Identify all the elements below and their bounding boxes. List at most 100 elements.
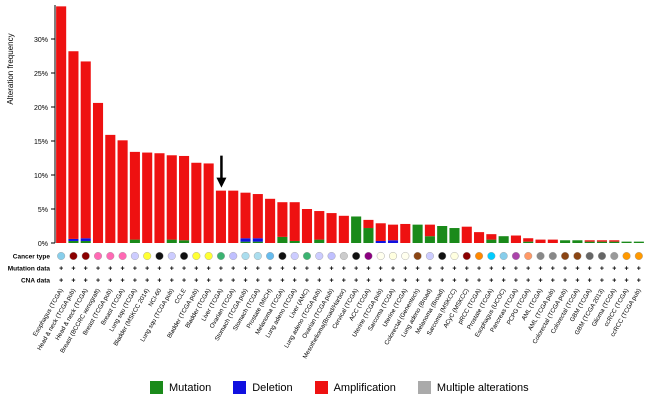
- mutation-data-marker-glioma-tcga: +: [612, 266, 616, 273]
- bar-amplification-gbm-tcga: [584, 240, 595, 242]
- bar-deletion-stomach-tcga: [252, 238, 263, 242]
- cna-data-marker-gbm-tcga-2013: +: [600, 278, 604, 285]
- mutation-data-marker-head-neck-tcga: +: [84, 266, 88, 273]
- cna-data-marker-ovarian-tcga: +: [231, 278, 235, 285]
- mutation-data-marker-ccrcc-tcga: +: [625, 266, 629, 273]
- legend-item-multiple-alterations: Multiple alterations: [417, 381, 529, 394]
- cancer-type-dot-prostate-tcga: [487, 251, 496, 260]
- cna-data-marker-pancreas-tcga: +: [514, 278, 518, 285]
- mutation-data-marker-breast-tcga: +: [121, 266, 125, 273]
- cancer-type-dot-liver-tcga: [216, 251, 225, 260]
- cancer-type-dot-colorectal-genentech: [413, 251, 422, 260]
- mutation-data-marker-bladder-tcga-pub: +: [194, 266, 198, 273]
- mutation-data-marker-prostate-tcga: +: [489, 266, 493, 273]
- bar-mutation-cervical-tcga: [351, 216, 362, 243]
- cancer-type-dot-pancreas-tcga: [511, 251, 520, 260]
- bar-amplification-aml-tcga-pub: [547, 239, 558, 243]
- cancer-type-dot-esophagus-tcga: [57, 251, 66, 260]
- bar-amplification-ccle: [179, 155, 190, 241]
- mutation-data-marker-gbm-tcga: +: [588, 266, 592, 273]
- row-label-cancer-type: Cancer type: [13, 254, 51, 261]
- bar-mutation-stomach-tcga-pub: [240, 241, 251, 243]
- bar-amplification-aml-tcga: [535, 239, 546, 243]
- cna-data-marker-melanoma-broad: +: [440, 278, 444, 285]
- cancer-type-dot-stomach-tcga-pub: [241, 251, 250, 260]
- cancer-type-dot-mesothelioma-broad-harbor: [339, 251, 348, 260]
- mutation-data-marker-lung-squ-tcga: +: [133, 266, 137, 273]
- mutation-data-marker-nci-60: +: [157, 266, 161, 273]
- cna-data-marker-uterine-tcga-pub: +: [379, 278, 383, 285]
- bar-mutation-head-neck-tcga-pub: [68, 240, 79, 243]
- bar-deletion-head-neck-tcga: [80, 238, 91, 241]
- bar-amplification-nci-60: [154, 153, 165, 243]
- cna-data-marker-ccrcc-tcga: +: [625, 278, 629, 285]
- legend: Mutation Deletion Amplification Multiple…: [150, 381, 529, 394]
- bar-amplification-lung-squ-tcga-pub: [166, 155, 177, 240]
- cna-data-marker-lung-squ-tcga: +: [133, 278, 137, 285]
- cna-data-marker-bladder-mskcc-2014: +: [145, 278, 149, 285]
- bar-amplification-ovarian-tcga: [228, 190, 239, 243]
- cancer-type-dot-ccle: [180, 251, 189, 260]
- bar-mutation-glioma-tcga: [609, 241, 620, 243]
- bar-amplification-bladder-tcga: [203, 163, 214, 243]
- bar-mutation-colorectal-genentech: [412, 224, 423, 243]
- cancer-type-dot-lung-adeno-tcga-pub: [315, 251, 324, 260]
- legend-swatch-deletion: [233, 381, 247, 394]
- cna-data-marker-breast-tcga-pub: +: [108, 278, 112, 285]
- bar-amplification-liver-amc: [301, 209, 313, 243]
- cna-data-marker-ccle: +: [182, 278, 186, 285]
- cna-data-marker-ccrcc-tcga-pub: +: [637, 278, 641, 285]
- bar-amplification-liver-tcga: [215, 190, 226, 243]
- bar-mutation-ccle: [179, 240, 190, 243]
- bar-amplification-lung-adeno-broad: [424, 224, 435, 237]
- mutation-data-marker-bladder-tcga: +: [207, 266, 211, 273]
- mutation-data-marker-breast-tcga-pub: +: [108, 266, 112, 273]
- mutation-data-marker-esophagus-tcga: +: [59, 266, 63, 273]
- cna-data-marker-lung-adeno-tcga-pub: +: [317, 278, 321, 285]
- mutation-data-marker-colorectal-tcga: +: [575, 266, 579, 273]
- legend-item-amplification: Amplification: [314, 381, 396, 394]
- bar-mutation-lung-adeno-tcga: [289, 240, 300, 243]
- cancer-type-dot-prcc-tcga: [475, 251, 484, 260]
- cna-data-marker-melanoma-tcga: +: [280, 278, 284, 285]
- bar-mutation-pcpg-tcga: [523, 241, 534, 243]
- mutation-data-marker-ovarian-tcga: +: [231, 266, 235, 273]
- mutation-data-marker-aml-tcga: +: [538, 266, 542, 273]
- cancer-type-dot-breast-tcga-pub: [106, 251, 115, 260]
- cna-data-marker-lung-adeno-broad: +: [428, 278, 432, 285]
- cna-data-marker-liver-tcga: +: [219, 278, 223, 285]
- cancer-type-dot-lung-adeno-broad: [425, 251, 434, 260]
- bar-deletion-stomach-tcga-pub: [240, 238, 251, 242]
- cna-data-marker-bladder-tcga-pub: +: [194, 278, 198, 285]
- mutation-data-marker-breast-bccrc-xenograft: +: [96, 266, 100, 273]
- mutation-data-marker-uterine-tcga-pub: +: [379, 266, 383, 273]
- cancer-type-dot-aml-tcga: [536, 251, 545, 260]
- legend-swatch-mutation: [150, 381, 163, 394]
- cancer-type-dot-bladder-tcga-pub: [192, 251, 201, 260]
- mutation-data-marker-head-neck-tcga-pub: +: [71, 266, 75, 273]
- cna-data-marker-esophagus-ucoc: +: [502, 278, 506, 285]
- bar-amplification-head-neck-tcga-pub: [68, 51, 79, 239]
- bar-mutation-sarcoma-mskcc: [449, 228, 460, 243]
- mutation-data-marker-pancreas-tcga: +: [514, 266, 518, 273]
- bar-amplification-prostate-tcga: [486, 234, 497, 240]
- cancer-type-dot-melanoma-broad: [438, 251, 447, 260]
- cancer-type-dot-ovarian-tcga: [229, 251, 238, 260]
- cna-data-marker-gbm-tcga: +: [588, 278, 592, 285]
- cna-data-marker-acc-tcga: +: [366, 278, 370, 285]
- cna-data-marker-nci-60: +: [157, 278, 161, 285]
- mutation-data-marker-sarcoma-tcga: +: [391, 266, 395, 273]
- legend-label-amplification: Amplification: [333, 381, 396, 394]
- bar-amplification-uterine-tcga: [400, 223, 411, 243]
- mutation-data-marker-colorectal-tcga-pub: +: [563, 266, 567, 273]
- cna-data-marker-colorectal-tcga: +: [575, 278, 579, 285]
- legend-item-mutation: Mutation: [150, 381, 211, 394]
- bar-amplification-prostate-mich: [265, 198, 276, 243]
- cancer-type-dot-liver-amc: [302, 251, 311, 260]
- mutation-data-marker-ccrcc-tcga-pub: +: [637, 266, 641, 273]
- cancer-type-dot-uterine-tcga: [401, 251, 410, 260]
- bar-mutation-prostate-tcga: [486, 239, 497, 243]
- mutation-data-marker-bladder-mskcc-2014: +: [145, 266, 149, 273]
- legend-label-mutation: Mutation: [169, 381, 212, 394]
- cancer-type-dot-bladder-mskcc-2014: [143, 251, 152, 260]
